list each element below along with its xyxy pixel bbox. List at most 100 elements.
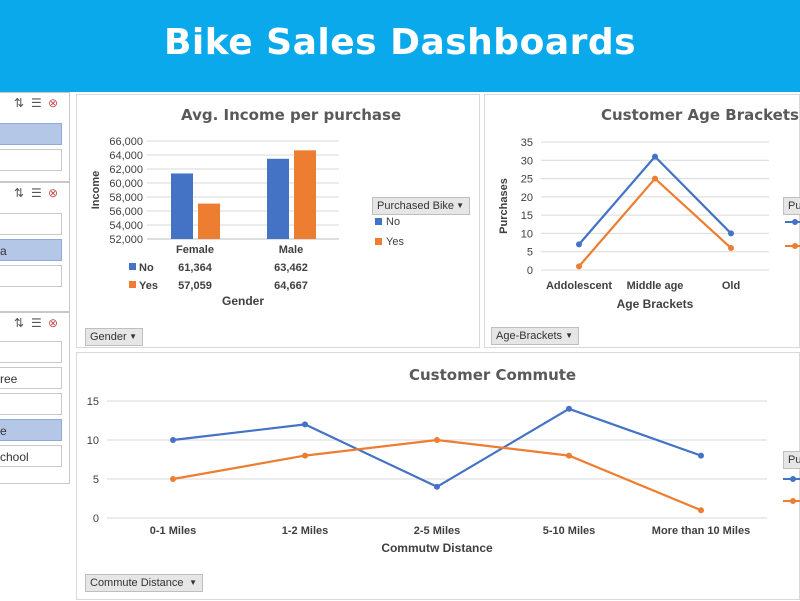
dashboard-title: Bike Sales Dashboards bbox=[163, 22, 637, 63]
y-tick-label: 60,000 bbox=[109, 178, 143, 190]
sort-icon[interactable]: ⇅ bbox=[14, 316, 25, 330]
dashboard-header: Bike Sales Dashboards bbox=[0, 0, 800, 92]
y-tick-label: 10 bbox=[521, 228, 533, 240]
data-point bbox=[170, 437, 176, 443]
legend-marker bbox=[790, 476, 796, 482]
legend-marker bbox=[790, 498, 796, 504]
slicer-item[interactable] bbox=[0, 341, 62, 363]
slicer-item[interactable] bbox=[0, 213, 62, 235]
purchased-bike-filter-button[interactable]: Pu bbox=[783, 451, 800, 469]
purchased-bike-filter-button[interactable]: Pu bbox=[783, 197, 800, 215]
x-tick-label: Old bbox=[722, 280, 740, 292]
data-point bbox=[652, 175, 658, 182]
sort-icon[interactable]: ⇅ bbox=[14, 186, 25, 200]
multi-select-icon[interactable]: ☰ bbox=[31, 186, 42, 200]
bar-no bbox=[171, 173, 193, 239]
clear-filter-icon[interactable]: ⊗ bbox=[48, 186, 59, 200]
clear-filter-icon[interactable]: ⊗ bbox=[48, 316, 59, 330]
slicer-item[interactable] bbox=[0, 265, 62, 287]
clear-filter-icon[interactable]: ⊗ bbox=[48, 96, 59, 110]
bar-yes bbox=[294, 150, 316, 239]
filter-button-label: Gender bbox=[90, 331, 127, 343]
series-line bbox=[578, 155, 732, 246]
age-line-chart: 0 5 10 15 20 25 30 35 Addolescent Middle age Old Pu… bbox=[498, 137, 800, 311]
legend-marker bbox=[792, 219, 798, 225]
gender-filter-button[interactable]: Gender ▼ bbox=[85, 328, 143, 346]
slicer-item[interactable]: a bbox=[0, 239, 62, 261]
y-tick-label: 0 bbox=[527, 265, 533, 277]
data-table-value: 64,667 bbox=[274, 280, 308, 292]
legend-label: Yes bbox=[386, 236, 404, 248]
x-tick-label: Male bbox=[279, 244, 303, 256]
slicer-header: ⇅ ☰ ⊗ bbox=[0, 93, 69, 115]
slicer-item[interactable] bbox=[0, 149, 62, 171]
commute-line-chart: 0 5 10 15 0-1 Miles 1-2 Miles 2-5 Miles 5-10 Mi… bbox=[87, 396, 800, 555]
filter-button-label: Commute Distance bbox=[90, 577, 184, 589]
data-point bbox=[576, 263, 582, 270]
chart-title: Avg. Income per purchase bbox=[181, 106, 402, 124]
data-point bbox=[302, 452, 308, 459]
slicer-header: ⇅ ☰ ⊗ bbox=[0, 313, 69, 335]
legend-marker bbox=[792, 243, 798, 249]
x-tick-label: 0-1 Miles bbox=[150, 525, 196, 537]
dropdown-arrow-icon: ▼ bbox=[456, 201, 464, 210]
y-tick-label: 54,000 bbox=[109, 220, 143, 232]
x-tick-label: 5-10 Miles bbox=[543, 525, 596, 537]
legend-key bbox=[375, 238, 382, 245]
purchased-bike-filter-button[interactable]: Purchased Bike ▼ bbox=[372, 197, 470, 215]
y-tick-label: 58,000 bbox=[109, 192, 143, 204]
slicer-item[interactable]: e bbox=[0, 419, 62, 441]
y-tick-label: 25 bbox=[521, 174, 533, 186]
y-tick-label: 30 bbox=[521, 155, 533, 167]
x-tick-label: 2-5 Miles bbox=[414, 525, 460, 537]
y-axis-title: Income bbox=[90, 171, 102, 210]
income-chart-panel: Avg. Income per purchase 52,000 54,000 56,… bbox=[76, 94, 480, 348]
age-chart-panel: Customer Age Brackets 0 5 10 15 20 25 30 35 Addo… bbox=[484, 94, 800, 348]
sort-icon[interactable]: ⇅ bbox=[14, 96, 25, 110]
y-tick-label: 15 bbox=[521, 210, 533, 222]
table-legend-key bbox=[129, 263, 136, 270]
data-point bbox=[576, 241, 582, 248]
slicer-item[interactable] bbox=[0, 123, 62, 145]
data-table-value: 61,364 bbox=[178, 262, 213, 274]
table-legend-key bbox=[129, 281, 136, 288]
dropdown-arrow-icon: ▼ bbox=[129, 332, 137, 341]
data-point bbox=[652, 153, 658, 160]
commute-distance-filter-button[interactable]: Commute Distance ▼ bbox=[85, 574, 203, 592]
series-line bbox=[172, 407, 702, 489]
y-tick-label: 62,000 bbox=[109, 164, 143, 176]
series-line bbox=[172, 438, 702, 512]
commute-chart-panel: Customer Commute 0 5 10 15 0-1 Miles 1-2 Mile… bbox=[76, 352, 800, 600]
y-axis-title: Purchases bbox=[498, 178, 510, 234]
data-point bbox=[728, 245, 734, 252]
data-point bbox=[434, 437, 440, 443]
x-tick-label: 1-2 Miles bbox=[282, 525, 328, 537]
table-series-name: No bbox=[139, 262, 154, 274]
data-point bbox=[566, 452, 572, 459]
age-brackets-filter-button[interactable]: Age-Brackets ▼ bbox=[491, 327, 579, 345]
filter-button-label: Purchased Bike bbox=[377, 200, 455, 212]
multi-select-icon[interactable]: ☰ bbox=[31, 96, 42, 110]
y-tick-label: 0 bbox=[93, 513, 99, 525]
filter-button-label: Age-Brackets bbox=[496, 330, 563, 342]
y-tick-label: 20 bbox=[521, 192, 533, 204]
bar-no bbox=[267, 158, 289, 239]
slicer-item[interactable]: chool bbox=[0, 445, 62, 467]
chart-title: Customer Commute bbox=[409, 366, 577, 384]
legend-key bbox=[375, 218, 382, 225]
y-tick-label: 64,000 bbox=[109, 150, 143, 162]
series-line bbox=[578, 176, 732, 268]
y-tick-label: 5 bbox=[93, 474, 99, 486]
y-tick-label: 66,000 bbox=[109, 136, 143, 148]
table-series-name: Yes bbox=[139, 280, 158, 292]
y-tick-label: 52,000 bbox=[109, 234, 143, 246]
slicer-item[interactable]: ree bbox=[0, 367, 62, 389]
data-point bbox=[698, 507, 704, 514]
y-tick-label: 35 bbox=[521, 137, 533, 149]
y-tick-label: 56,000 bbox=[109, 206, 143, 218]
multi-select-icon[interactable]: ☰ bbox=[31, 316, 42, 330]
slicer-item[interactable] bbox=[0, 393, 62, 415]
x-axis-title: Gender bbox=[222, 294, 264, 308]
data-table-value: 57,059 bbox=[178, 280, 212, 292]
x-axis-title: Commutw Distance bbox=[381, 541, 493, 555]
